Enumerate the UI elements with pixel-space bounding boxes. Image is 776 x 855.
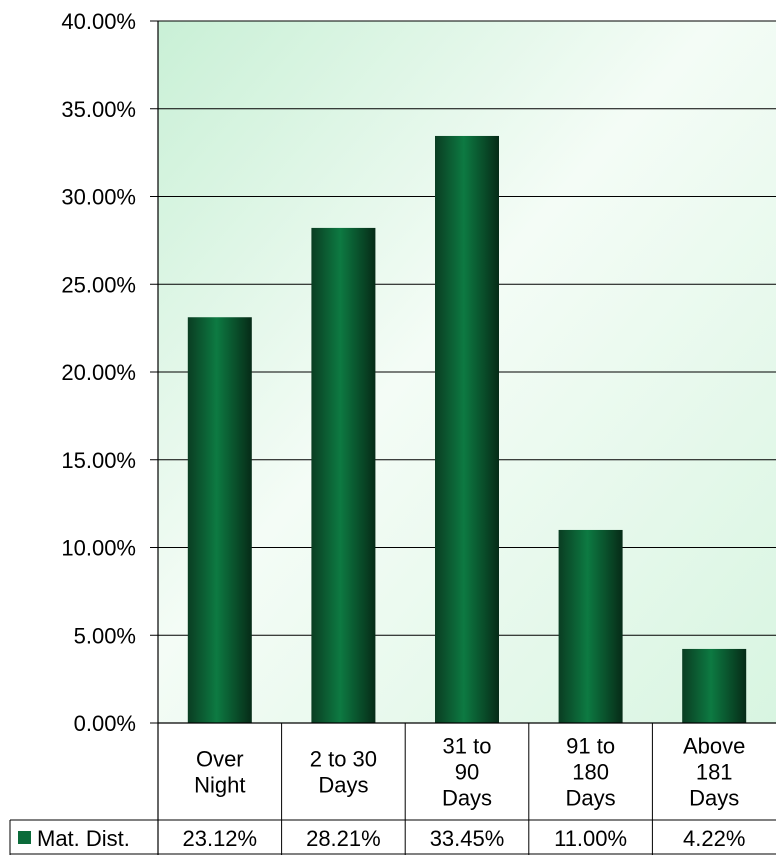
y-tick-label: 30.00% — [61, 185, 136, 210]
legend-label: Mat. Dist. — [37, 826, 130, 851]
y-tick-labels: 0.00% 5.00% 10.00% 15.00% 20.00% 25.00% 30.00%… — [61, 9, 136, 736]
y-tick-label: 25.00% — [61, 272, 136, 297]
bar — [435, 135, 499, 723]
data-label: 11.00% — [554, 826, 627, 851]
y-tick-label: 35.00% — [61, 97, 136, 122]
x-tick-label: 91 to 180 Days — [566, 734, 616, 811]
bar — [187, 317, 252, 723]
y-tick-label: 0.00% — [74, 711, 136, 736]
axes — [150, 20, 776, 855]
bars — [187, 135, 747, 724]
data-label: 33.45% — [430, 826, 505, 851]
x-tick-label: Over Night — [194, 747, 245, 798]
legend-swatch — [18, 831, 31, 844]
data-table: Over Night 2 to 30 Days 31 to 90 Days 91 to 180 D… — [9, 723, 776, 855]
x-tick-label: 31 to 90 Days — [442, 734, 492, 811]
y-tick-label: 15.00% — [61, 448, 136, 473]
y-tick-label: 20.00% — [61, 360, 136, 385]
y-tick-label: 40.00% — [61, 9, 136, 34]
data-label: 23.12% — [182, 826, 257, 851]
x-tick-label: Above 181 Days — [683, 734, 745, 811]
bar — [558, 529, 623, 723]
data-label: 4.22% — [683, 826, 745, 851]
bar — [311, 227, 376, 724]
y-tick-label: 10.00% — [61, 536, 136, 561]
data-label: 28.21% — [306, 826, 381, 851]
bar — [682, 648, 747, 723]
y-tick-label: 5.00% — [74, 623, 136, 648]
x-tick-label: 2 to 30 Days — [310, 747, 377, 798]
